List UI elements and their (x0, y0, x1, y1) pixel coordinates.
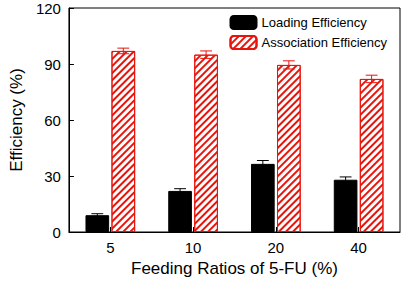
svg-text:Loading Efficiency: Loading Efficiency (262, 15, 368, 30)
svg-text:10: 10 (185, 239, 202, 256)
svg-text:Feeding Ratios of 5-FU (%): Feeding Ratios of 5-FU (%) (131, 259, 338, 278)
svg-text:60: 60 (44, 112, 61, 129)
svg-text:5: 5 (106, 239, 114, 256)
svg-text:Efficiency (%): Efficiency (%) (7, 68, 26, 172)
svg-text:90: 90 (44, 56, 61, 73)
svg-text:40: 40 (350, 239, 367, 256)
svg-text:30: 30 (44, 168, 61, 185)
svg-text:Association Efficiency: Association Efficiency (262, 35, 388, 50)
svg-text:120: 120 (36, 0, 61, 17)
svg-text:0: 0 (53, 224, 61, 241)
svg-text:20: 20 (268, 239, 285, 256)
